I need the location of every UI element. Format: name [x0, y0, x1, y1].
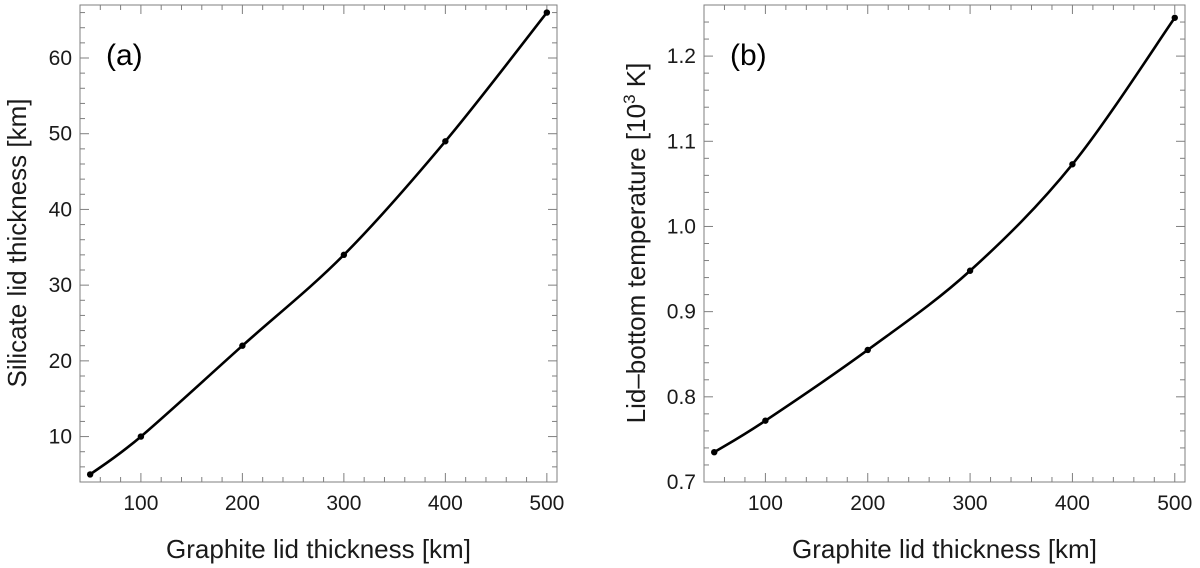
- panel-a-frame: [79, 4, 558, 483]
- panel-b-ticks: [703, 4, 1185, 483]
- panel-b-tick-labels: 100 200 300 400 500 0.7 0.8 0.9 1.0 1.1 1.2: [667, 45, 1192, 515]
- y-tick-label: 1.0: [667, 215, 696, 238]
- x-tick-label: 500: [1157, 492, 1192, 515]
- panel-a-curve: [89, 11, 548, 476]
- panel-a-y-axis-label: Silicate lid thickness [km]: [2, 99, 32, 388]
- y-tick-label: 1.2: [667, 45, 696, 68]
- x-tick-label: 200: [225, 492, 260, 515]
- panel-b: 100 200 300 400 500 0.7 0.8 0.9 1.0 1.1 1.2 (b) Gr…: [620, 4, 1192, 564]
- panel-b-y-axis-label-sup: 3: [620, 94, 639, 103]
- y-tick-label: 1.1: [667, 130, 696, 153]
- data-point: [137, 433, 145, 440]
- x-tick-label: 400: [1055, 492, 1090, 515]
- data-point: [442, 138, 449, 145]
- panel-b-y-axis-label-main: Lid–bottom temperature [10: [621, 104, 651, 423]
- panel-b-points: [711, 14, 1178, 456]
- panel-b-y-axis-label-end: K]: [621, 63, 651, 95]
- panel-a-ticks: [79, 5, 557, 483]
- panel-a: 100 200 300 400 500 10 20 30 40 50 60 (a) Graphite…: [2, 4, 565, 564]
- data-point: [864, 346, 871, 354]
- panel-b-curve: [713, 17, 1176, 454]
- data-point: [1171, 14, 1178, 21]
- data-point: [1069, 161, 1076, 168]
- panel-a-tick-labels: 100 200 300 400 500 10 20 30 40 50 60: [49, 47, 565, 515]
- y-tick-label: 40: [49, 198, 72, 221]
- panel-b-frame: [703, 4, 1186, 483]
- x-tick-label: 100: [748, 492, 783, 515]
- y-tick-label: 50: [49, 123, 72, 146]
- y-tick-label: 0.7: [667, 471, 696, 494]
- y-tick-label: 0.9: [667, 301, 696, 324]
- y-tick-label: 30: [49, 274, 72, 297]
- data-point: [340, 251, 348, 259]
- y-tick-label: 20: [49, 350, 72, 373]
- x-tick-label: 100: [123, 492, 158, 515]
- panel-a-x-axis-label: Graphite lid thickness [km]: [166, 534, 471, 564]
- y-tick-label: 0.8: [667, 386, 696, 409]
- data-point: [966, 267, 974, 274]
- x-tick-label: 300: [326, 492, 361, 515]
- y-tick-label: 60: [49, 47, 72, 70]
- data-point: [543, 9, 551, 16]
- x-tick-label: 400: [428, 492, 463, 515]
- y-tick-label: 10: [49, 426, 72, 449]
- x-tick-label: 300: [953, 492, 988, 515]
- panel-b-y-axis-label: Lid–bottom temperature [103 K]: [620, 63, 651, 424]
- data-point: [86, 471, 94, 478]
- data-point: [762, 417, 769, 424]
- x-tick-label: 500: [529, 492, 564, 515]
- panel-a-points: [86, 9, 551, 478]
- data-point: [711, 448, 718, 456]
- data-point: [239, 342, 246, 349]
- x-tick-label: 200: [850, 492, 885, 515]
- panel-a-label: (a): [106, 39, 143, 72]
- panel-b-label: (b): [730, 39, 767, 72]
- panel-b-x-axis-label: Graphite lid thickness [km]: [792, 534, 1097, 564]
